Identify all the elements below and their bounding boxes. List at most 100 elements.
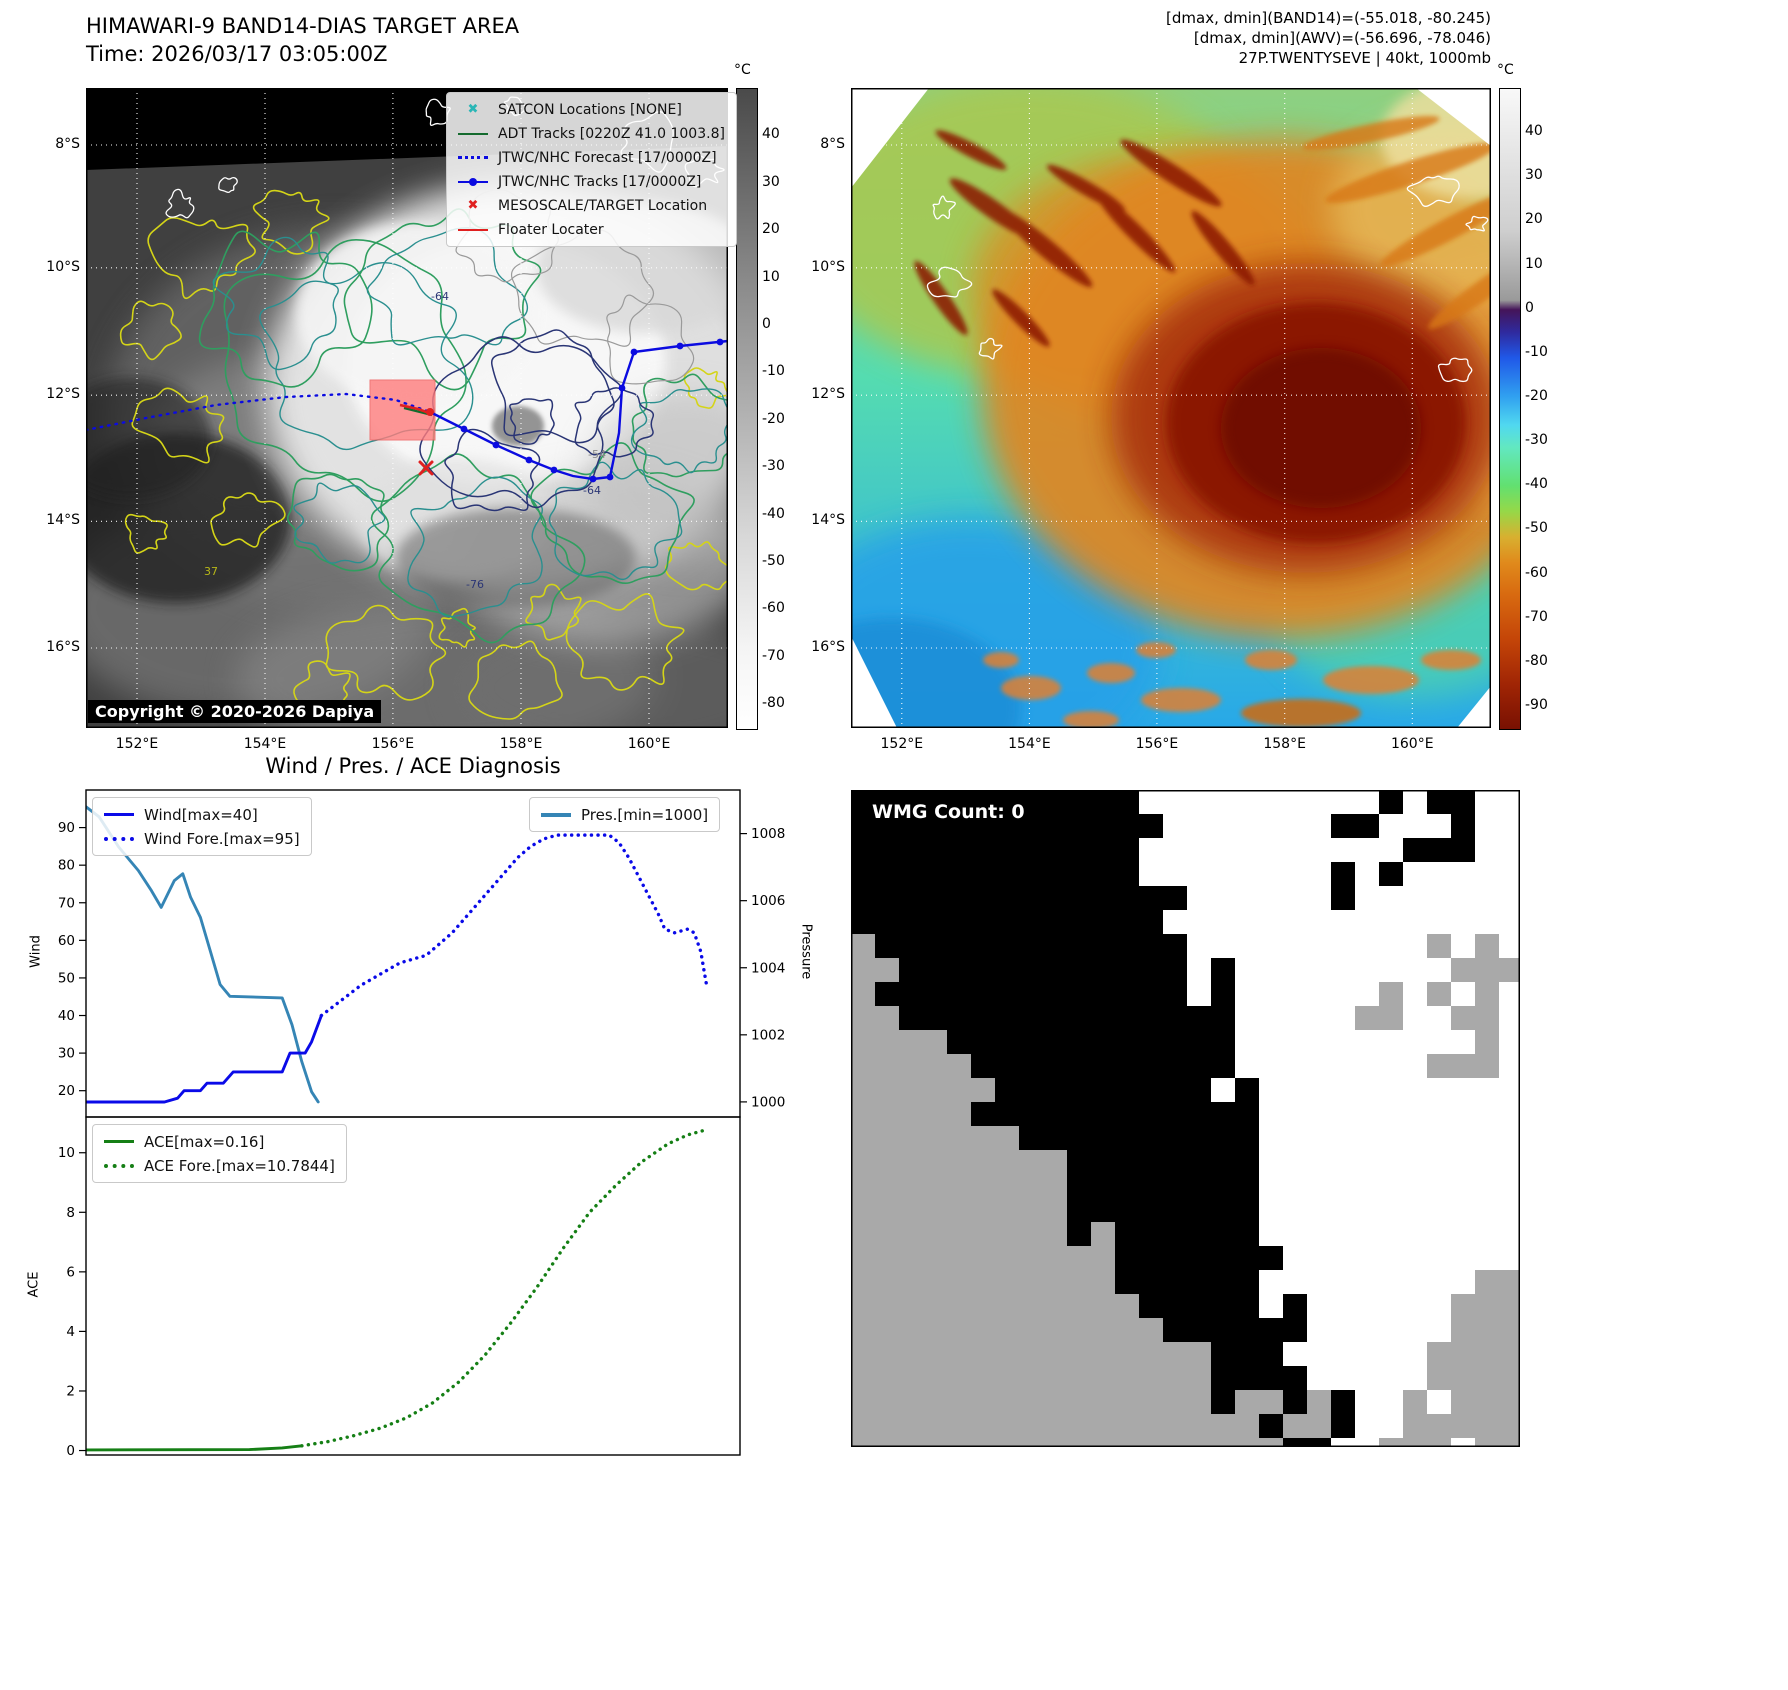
svg-text:90: 90 [58,820,75,836]
svg-text:40: 40 [58,1008,75,1024]
band14-colorbar-unit: °C [734,62,751,78]
awv-colorbar [1499,88,1521,730]
band14-map: -64 -64 -54 -76 37 [86,88,728,728]
line-sample-icon [458,156,488,159]
wind-fore-line-sample [104,836,134,841]
y-tick-label: 14°S [46,512,80,529]
y-tick-label: 14°S [811,512,845,529]
x-tick-label: 158°E [499,736,543,752]
wind-fore-legend-label: Wind Fore.[max=95] [144,829,300,848]
colorbar-tick-label: 30 [1525,167,1543,184]
jtwc-track-markers [460,338,724,483]
x-tick-label: 156°E [371,736,415,752]
line-sample-icon [458,177,488,186]
contour-value-labels: -64 -64 -54 -76 37 [204,290,606,591]
copyright-watermark: Copyright © 2020-2026 Dapiya [88,700,382,723]
colorbar-tick-label: -20 [1525,387,1548,404]
svg-text:20: 20 [58,1083,75,1099]
colorbar-tick-label: 20 [762,221,780,238]
svg-text:0: 0 [66,1443,75,1459]
svg-text:70: 70 [58,895,75,911]
x-tick-label: 154°E [1008,736,1051,752]
pressure-legend: Pres.[min=1000] [529,797,721,832]
wind-axis-label: Wind [28,935,44,968]
colorbar-tick-label: -40 [1525,476,1548,493]
awv-imagery [851,88,1491,728]
awv-map [851,88,1491,728]
line-sample-icon [458,228,488,231]
band14-colorbar [736,88,758,730]
ace-fore-legend-item: ACE Fore.[max=10.7844] [104,1156,335,1175]
svg-text:1008: 1008 [751,826,785,842]
colorbar-tick-label: 10 [1525,255,1543,272]
y-tick-label: 12°S [46,386,80,403]
current-position-dot [426,408,434,416]
y-tick-label: 8°S [820,135,845,152]
legend-item: ✖ SATCON Locations [NONE] [458,100,725,119]
wind-line-sample [104,813,134,816]
x-tick-label: 152°E [115,736,159,752]
svg-text:1006: 1006 [751,893,785,909]
awv-gridlines [851,88,1491,728]
colorbar-tick-label: 10 [762,268,780,285]
pressure-legend-item: Pres.[min=1000] [541,805,708,824]
colorbar-tick-label: -30 [1525,432,1548,449]
svg-text:37: 37 [204,565,218,578]
colorbar-tick-label: -30 [762,458,785,475]
diagnosis-charts: 20 30 40 50 60 70 80 90 1000 1002 1004 1006 1008 0 2 4 6… [58,789,785,1459]
legend-item-label: SATCON Locations [NONE] [498,101,682,118]
wmg-map [851,790,1520,1447]
dmax-dmin-awv-text: [dmax, dmin](AWV)=(-56.696, -78.046) [1193,29,1491,47]
ace-legend: ACE[max=0.16] ACE Fore.[max=10.7844] [92,1124,347,1183]
band14-time: Time: 2026/03/17 03:05:00Z [86,42,388,66]
svg-text:6: 6 [66,1264,75,1280]
band14-overlays: -64 -64 -54 -76 37 [86,290,728,591]
band14-frame [86,88,728,728]
svg-text:80: 80 [58,858,75,874]
svg-text:1002: 1002 [751,1027,785,1043]
colorbar-tick-label: -80 [1525,652,1548,669]
diagnosis-title: Wind / Pres. / ACE Diagnosis [265,754,561,778]
svg-text:4: 4 [66,1324,75,1340]
legend-item: ADT Tracks [0220Z 41.0 1003.8] [458,124,725,143]
svg-text:1004: 1004 [751,960,785,976]
svg-text:2: 2 [66,1383,75,1399]
svg-text:-76: -76 [466,578,484,591]
legend-item-label: Floater Locater [498,221,604,238]
colorbar-tick-label: -80 [762,695,785,712]
legend-item-label: ADT Tracks [0220Z 41.0 1003.8] [498,125,725,142]
legend-item: Floater Locater [458,220,725,239]
wind-legend: Wind[max=40] Wind Fore.[max=95] [92,797,312,856]
svg-text:30: 30 [58,1046,75,1062]
legend-item-label: JTWC/NHC Tracks [17/0000Z] [498,173,702,190]
y-tick-label: 16°S [811,639,845,655]
x-tick-label: 160°E [1390,736,1434,752]
band14-legend: ✖ SATCON Locations [NONE] ADT Tracks [0220… [446,92,737,247]
wmg-cells [851,790,1520,1447]
colorbar-tick-label: 20 [1525,211,1543,228]
x-tick-label: 154°E [243,736,287,752]
legend-item-label: JTWC/NHC Forecast [17/0000Z] [498,149,717,166]
colorbar-tick-label: -50 [1525,520,1548,537]
y-tick-label: 10°S [811,258,845,275]
colorbar-tick-label: 40 [762,126,780,143]
svg-text:60: 60 [58,933,75,949]
x-tick-label: 156°E [1135,736,1179,752]
ace-axis-label: ACE [26,1271,42,1298]
ace-legend-label: ACE[max=0.16] [144,1132,265,1151]
svg-text:50: 50 [58,970,75,986]
y-tick-label: 8°S [55,135,80,152]
awv-south-cloud-blobs [983,642,1481,728]
y-tick-label: 10°S [46,258,80,275]
x-tick-label: 160°E [627,736,671,752]
colorbar-tick-label: 0 [1525,299,1534,316]
colorbar-tick-label: -20 [762,410,785,427]
x-marker-icon: ✖ [467,102,479,117]
svg-text:1000: 1000 [751,1094,785,1110]
awv-cold-streaks [914,130,1255,347]
legend-item: JTWC/NHC Forecast [17/0000Z] [458,148,725,167]
legend-item: ✖ MESOSCALE/TARGET Location [458,196,725,215]
forecast-track-line [86,392,432,432]
band14-title: HIMAWARI-9 BAND14-DIAS TARGET AREA [86,14,520,38]
